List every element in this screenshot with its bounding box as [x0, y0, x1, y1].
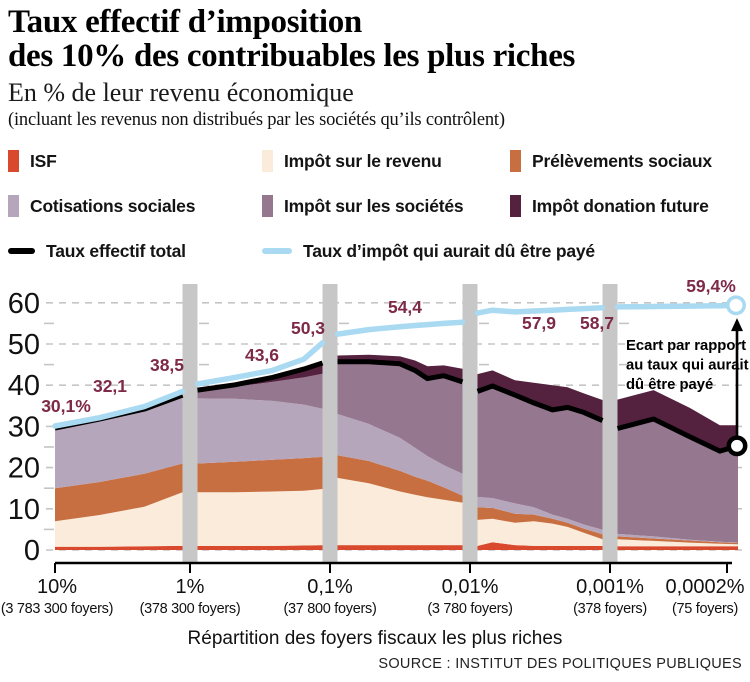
chart-subtitle: En % de leur revenu économique	[8, 78, 354, 108]
legend-label: ISF	[30, 150, 57, 171]
legend-label: Cotisations sociales	[30, 195, 196, 216]
svg-text:(378 foyers): (378 foyers)	[573, 601, 647, 617]
legend-item-isf: ISF	[8, 139, 262, 184]
svg-text:au taux qui aurait: au taux qui aurait	[626, 357, 749, 373]
title-line-2: des 10% des contribuables les plus riche…	[8, 37, 576, 74]
svg-text:59,4%: 59,4%	[686, 276, 736, 296]
impot-revenu-color-swatch	[262, 150, 273, 173]
svg-text:(378 300 foyers): (378 300 foyers)	[140, 601, 241, 617]
cotisations-color-swatch	[8, 195, 19, 218]
taux-effectif-line-swatch	[8, 248, 35, 254]
svg-text:40: 40	[8, 370, 40, 402]
legend-item-impot-societes: Impôt sur les sociétés	[262, 184, 510, 229]
svg-text:10: 10	[8, 493, 40, 525]
isf-color-swatch	[8, 150, 19, 173]
svg-text:60: 60	[8, 287, 40, 319]
svg-text:1%: 1%	[176, 576, 205, 598]
svg-text:57,9: 57,9	[522, 313, 556, 333]
legend-label: Impôt sur le revenu	[284, 150, 442, 171]
prelevements-color-swatch	[510, 150, 521, 173]
chart-area: 0 10 20 30 40 50 60 10% (3 783 300 foyers) 1% (378…	[0, 276, 750, 626]
svg-text:(37 800 foyers): (37 800 foyers)	[283, 601, 376, 617]
chart-header: Taux effectif d’imposition des 10% des c…	[0, 0, 750, 131]
svg-text:50: 50	[8, 329, 40, 361]
impot-donation-color-swatch	[510, 195, 521, 218]
svg-text:0,01%: 0,01%	[442, 576, 499, 598]
legend-item-impot-donation: Impôt donation future	[510, 184, 750, 229]
svg-text:30: 30	[8, 411, 40, 443]
svg-text:Ecart par rapport: Ecart par rapport	[626, 338, 746, 354]
svg-text:38,5: 38,5	[150, 355, 184, 375]
stacked-area-chart: 0 10 20 30 40 50 60 10% (3 783 300 foyers) 1% (378…	[1, 276, 749, 617]
legend-label: Impôt donation future	[532, 195, 709, 216]
svg-text:43,6: 43,6	[245, 345, 279, 365]
svg-text:0: 0	[24, 535, 40, 567]
legend-item-taux-effectif: Taux effectif total	[8, 229, 262, 274]
x-axis-title: Répartition des foyers fiscaux les plus …	[187, 627, 563, 649]
svg-text:0,0002%: 0,0002%	[666, 576, 745, 598]
svg-text:30,1%: 30,1%	[41, 396, 91, 416]
svg-text:10%: 10%	[37, 576, 77, 598]
legend-item-prelevements-sociaux: Prélèvements sociaux	[510, 139, 750, 184]
impot-societes-color-swatch	[262, 195, 273, 218]
page-title: Taux effectif d’imposition des 10% des c…	[8, 4, 742, 74]
svg-text:0,1%: 0,1%	[307, 576, 353, 598]
taux-du-line-swatch	[262, 248, 292, 254]
legend-label: Prélèvements sociaux	[532, 150, 712, 171]
svg-text:(3 783 300 foyers): (3 783 300 foyers)	[1, 601, 113, 617]
legend-label: Taux effectif total	[46, 240, 186, 261]
svg-text:(75 foyers): (75 foyers)	[672, 601, 738, 617]
svg-text:54,4: 54,4	[388, 297, 422, 317]
svg-text:58,7: 58,7	[580, 313, 614, 333]
svg-text:32,1: 32,1	[93, 376, 127, 396]
legend-item-impot-revenu: Impôt sur le revenu	[262, 139, 510, 184]
title-line-1: Taux effectif d’imposition	[8, 4, 362, 40]
legend-item-taux-du: Taux d’impôt qui aurait dû être payé	[262, 229, 750, 274]
svg-text:20: 20	[8, 452, 40, 484]
source-credit: SOURCE : INSTITUT DES POLITIQUES PUBLIQU…	[378, 655, 742, 672]
legend-label: Taux d’impôt qui aurait dû être payé	[303, 240, 595, 261]
chart-note: (incluant les revenus non distribués par…	[8, 109, 505, 130]
svg-text:dû être payé: dû être payé	[626, 377, 713, 393]
svg-text:0,001%: 0,001%	[576, 576, 644, 598]
chart-legend: ISF Impôt sur le revenu Prélèvements soc…	[0, 139, 750, 274]
svg-text:(3 780 foyers): (3 780 foyers)	[427, 601, 512, 617]
svg-text:50,3: 50,3	[291, 318, 325, 338]
legend-item-cotisations: Cotisations sociales	[8, 184, 262, 229]
legend-label: Impôt sur les sociétés	[284, 195, 464, 216]
